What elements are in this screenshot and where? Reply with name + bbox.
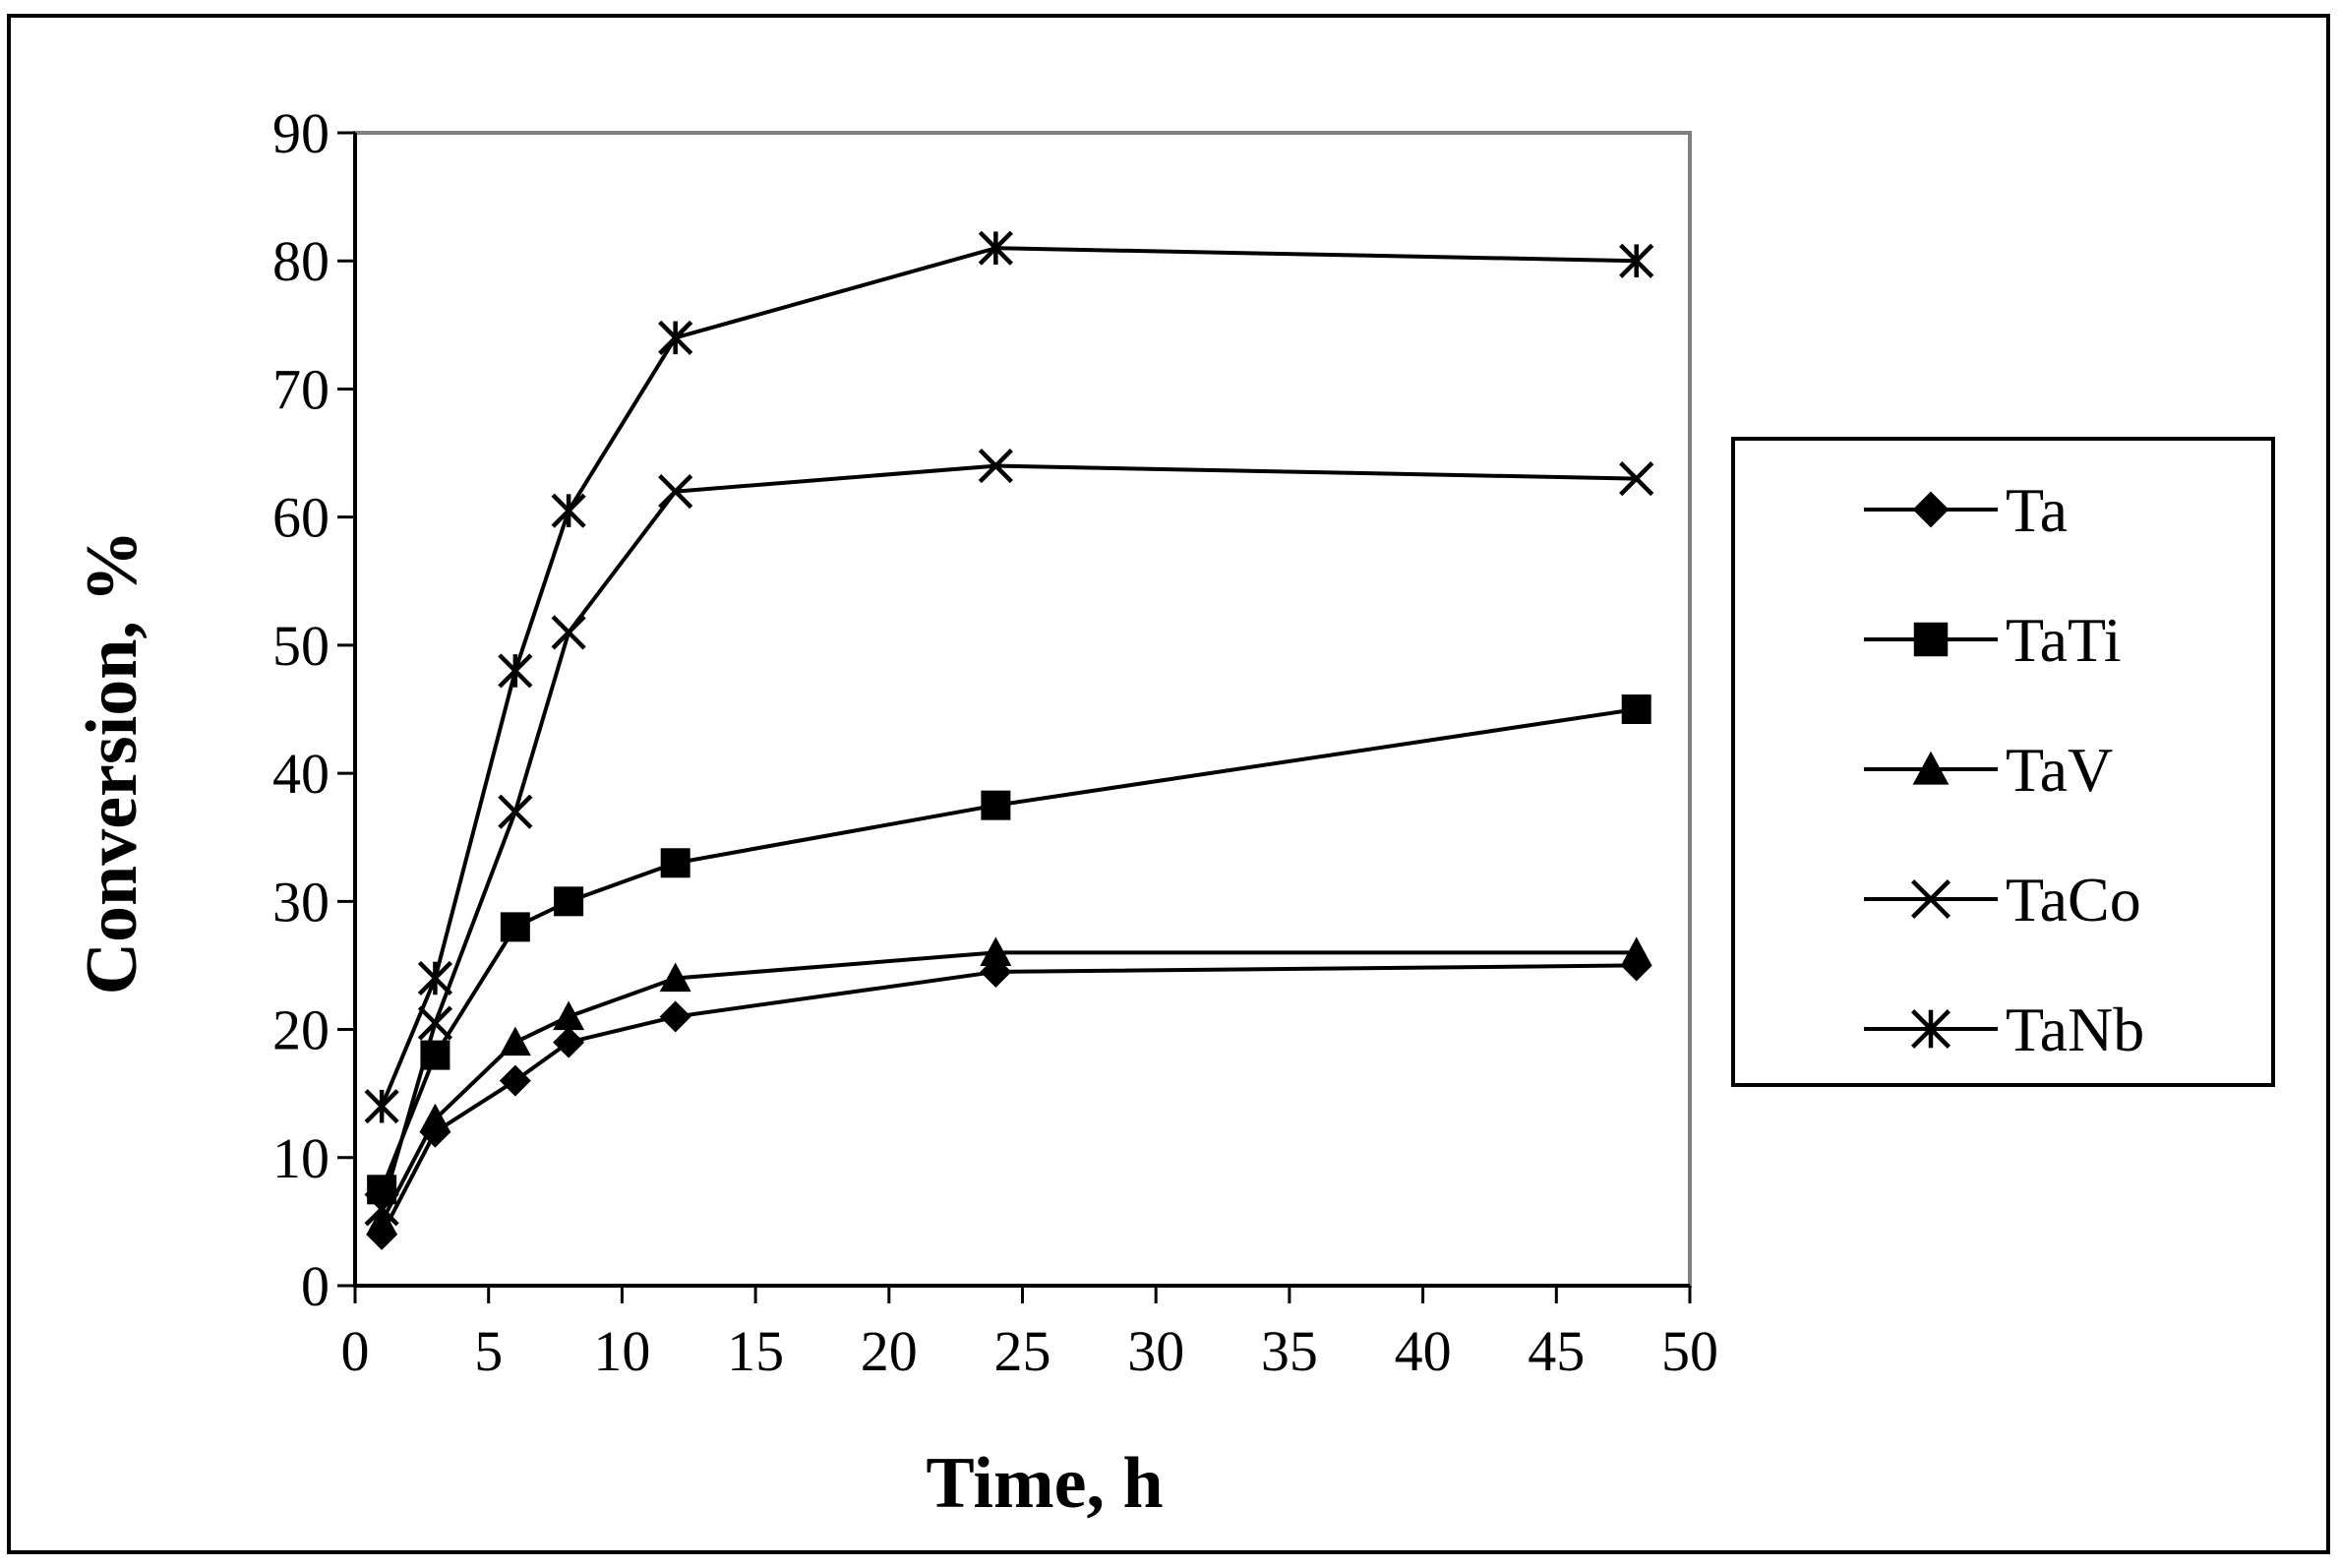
x-tick-label: 20 <box>861 1319 918 1383</box>
data-point-taco <box>658 474 693 510</box>
y-axis-title: Conversion, % <box>72 530 152 995</box>
data-point-tav <box>553 1000 585 1031</box>
legend-marker-tanb <box>1911 1009 1950 1049</box>
data-point-taco <box>551 615 586 650</box>
legend: Ta TaTi TaV TaCo TaNb <box>1731 437 2275 1087</box>
tick-labels: 0 10 20 30 40 50 60 70 80 90 0 5 10 15 20 25 30 35 40 45 50 <box>272 101 1718 1383</box>
y-tick-label: 30 <box>272 870 330 934</box>
data-point-ta <box>553 1026 585 1058</box>
data-point-tanb <box>1619 243 1654 278</box>
y-tick-label: 60 <box>272 486 330 550</box>
data-point-tanb <box>978 230 1013 266</box>
data-point-tav <box>499 1026 531 1056</box>
x-stroke <box>551 615 586 650</box>
x-axis-title: Time, h <box>926 1443 1163 1524</box>
plot-area <box>353 131 1692 1288</box>
x-tick-label: 10 <box>593 1319 650 1383</box>
data-point-tav <box>1620 936 1652 967</box>
data-point-tav <box>366 1205 398 1236</box>
data-point-tati <box>1621 694 1651 724</box>
legend-label-tav: TaV <box>2006 735 2113 805</box>
data-point-tati <box>554 886 584 917</box>
legend-box <box>1731 437 2275 1087</box>
data-point-tanb <box>417 960 453 996</box>
y-tick-label: 10 <box>272 1126 330 1190</box>
data-point-tav <box>659 962 691 993</box>
data-point-tanb <box>551 493 586 528</box>
data-point-tati <box>981 790 1011 820</box>
x-stroke <box>978 448 1013 484</box>
x-stroke <box>658 474 693 510</box>
legend-label-ta: Ta <box>2006 475 2068 545</box>
legend-marker-taco <box>1911 879 1950 919</box>
y-tick-label: 0 <box>301 1254 330 1318</box>
data-point-tav <box>419 1103 451 1133</box>
legend-label-tanb: TaNb <box>2006 995 2144 1064</box>
legend-entry-ta: Ta <box>1864 475 2068 545</box>
data-point-taco <box>1619 461 1654 497</box>
data-point-taco <box>364 1191 399 1227</box>
x-stroke <box>498 794 533 829</box>
legend-entry-tav: TaV <box>1864 735 2113 805</box>
series-tanb <box>364 230 1654 1124</box>
data-point-ta <box>659 1000 691 1033</box>
x-tick-label: 15 <box>727 1319 784 1383</box>
data-point-taco <box>498 794 533 829</box>
x-tick-label: 45 <box>1528 1319 1585 1383</box>
x-tick-label: 35 <box>1261 1319 1318 1383</box>
x-stroke <box>1619 461 1654 497</box>
y-tick-label: 90 <box>272 101 330 165</box>
legend-label-tati: TaTi <box>2006 605 2122 675</box>
legend-label-taco: TaCo <box>2006 865 2141 935</box>
x-tick-label: 50 <box>1661 1319 1718 1383</box>
x-tick-label: 30 <box>1127 1319 1184 1383</box>
legend-marker-tati <box>1913 622 1949 657</box>
series-tati <box>367 694 1651 1205</box>
x-stroke <box>1911 879 1950 919</box>
x-tick-label: 40 <box>1395 1319 1452 1383</box>
y-tick-label: 20 <box>272 998 330 1062</box>
y-tick-label: 50 <box>272 614 330 678</box>
series-taco <box>364 448 1654 1227</box>
legend-entry-taco: TaCo <box>1864 865 2141 935</box>
x-tick-label: 5 <box>474 1319 503 1383</box>
series-layer <box>364 230 1654 1250</box>
x-stroke <box>417 1005 453 1041</box>
data-point-tav <box>980 936 1012 967</box>
y-tick-label: 70 <box>272 357 330 421</box>
data-point-ta <box>499 1064 531 1097</box>
x-tick-label: 0 <box>341 1319 370 1383</box>
axes <box>337 131 1692 1303</box>
data-point-tanb <box>658 320 693 355</box>
x-stroke <box>364 1191 399 1227</box>
legend-marker-ta <box>1912 491 1950 528</box>
y-tick-label: 80 <box>272 229 330 293</box>
y-tick-label: 40 <box>272 742 330 806</box>
data-point-tati <box>500 912 530 942</box>
legend-entry-tanb: TaNb <box>1864 995 2144 1064</box>
data-point-tati <box>660 848 690 878</box>
legend-marker-tav <box>1912 751 1950 785</box>
data-point-tanb <box>498 653 533 689</box>
data-point-tanb <box>364 1089 399 1124</box>
x-tick-label: 25 <box>994 1319 1051 1383</box>
data-point-taco <box>417 1005 453 1041</box>
series-tav <box>366 936 1652 1236</box>
legend-entry-tati: TaTi <box>1864 605 2122 675</box>
data-point-taco <box>978 448 1013 484</box>
